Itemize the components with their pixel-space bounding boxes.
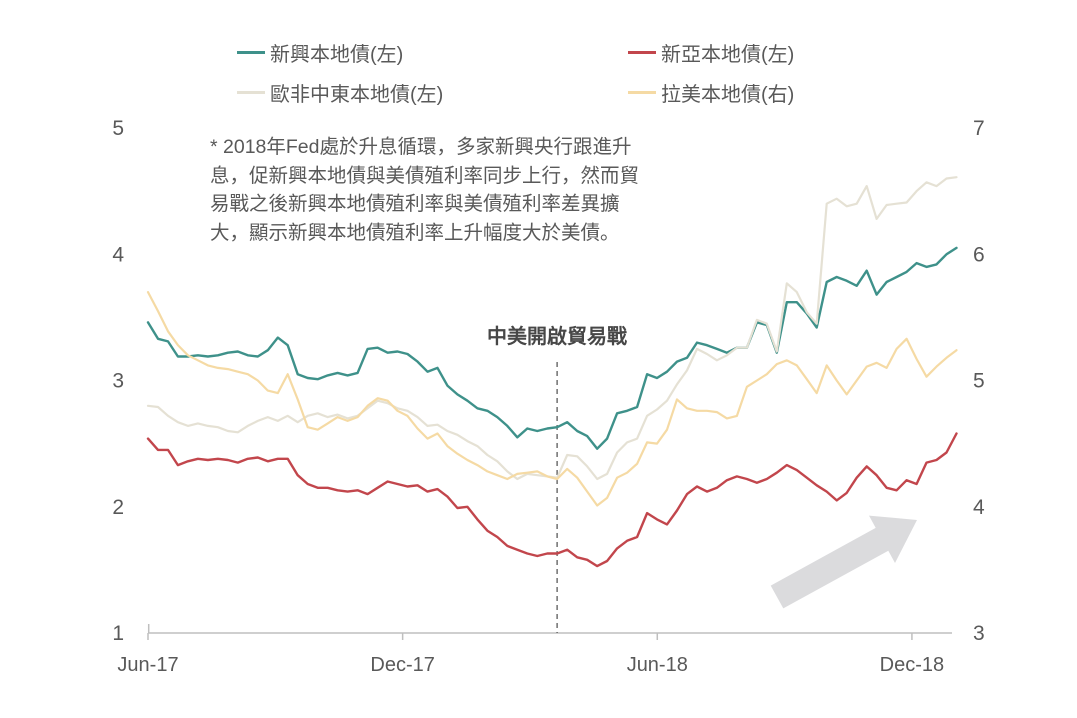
- legend-label-latam-local: 拉美本地債(右): [661, 83, 795, 106]
- legend-swatch-latam-local-icon: [628, 90, 656, 94]
- y-tick-label-right: 5: [973, 370, 985, 393]
- series-line-latam-local: [146, 291, 958, 507]
- legend-swatch-asia-local-icon: [628, 50, 656, 54]
- annotation-line: * 2018年Fed處於升息循環，多家新興央行跟進升: [210, 136, 632, 158]
- y-tick-label-left: 5: [112, 117, 124, 140]
- x-tick-label: Dec-17: [370, 654, 434, 676]
- series-group: [146, 176, 958, 568]
- annotation-line: 息，促新興本地債與美債殖利率同步上行，然而貿: [210, 164, 640, 187]
- trend-arrow-icon: [770, 515, 917, 609]
- legend-swatch-emea-local-icon: [237, 90, 265, 94]
- legend-swatch-em-local-icon: [237, 50, 265, 54]
- legend-item-asia-local: 新亞本地債(左): [628, 38, 794, 66]
- legend-item-emea-local: 歐非中東本地債(左): [237, 78, 443, 106]
- y-tick-label-right: 7: [973, 117, 985, 140]
- annotation-line: 大，顯示新興本地債殖利率上升幅度大於美債。: [210, 221, 620, 244]
- y-tick-label-left: 3: [112, 370, 124, 393]
- y-tick-label-right: 4: [973, 496, 985, 519]
- legend-label-emea-local: 歐非中東本地債(左): [270, 83, 444, 106]
- x-tick-label: Dec-18: [880, 654, 944, 676]
- series-line-asia-local: [146, 432, 958, 568]
- y-tick-label-left: 4: [112, 243, 124, 266]
- annotation-line: 易戰之後新興本地債殖利率與美債殖利率差異擴: [210, 193, 620, 215]
- legend-label-em-local: 新興本地債(左): [270, 43, 404, 66]
- y-tick-label-right: 3: [973, 622, 985, 645]
- y-tick-label-right: 6: [973, 243, 985, 266]
- x-tick-label: Jun-17: [117, 654, 178, 676]
- y-tick-label-left: 1: [112, 622, 124, 645]
- legend-item-em-local: 新興本地債(左): [237, 38, 403, 66]
- y-tick-label-left: 2: [112, 496, 124, 519]
- event-label: 中美開啟貿易戰: [487, 326, 627, 348]
- series-line-emea-local: [146, 176, 958, 481]
- legend-label-asia-local: 新亞本地債(左): [661, 43, 795, 66]
- annotation-note: * 2018年Fed處於升息循環，多家新興央行跟進升 息，促新興本地債與美債殖利…: [210, 133, 639, 247]
- axis-ticks-and-labels: 1 2 3 4 5 3 4 5 6 7 Jun-17 Dec-17 Jun-18 Dec-18: [112, 117, 985, 676]
- x-tick-label: Jun-18: [627, 654, 688, 676]
- series-line-em-local: [146, 246, 958, 450]
- legend-item-latam-local: 拉美本地債(右): [628, 78, 794, 106]
